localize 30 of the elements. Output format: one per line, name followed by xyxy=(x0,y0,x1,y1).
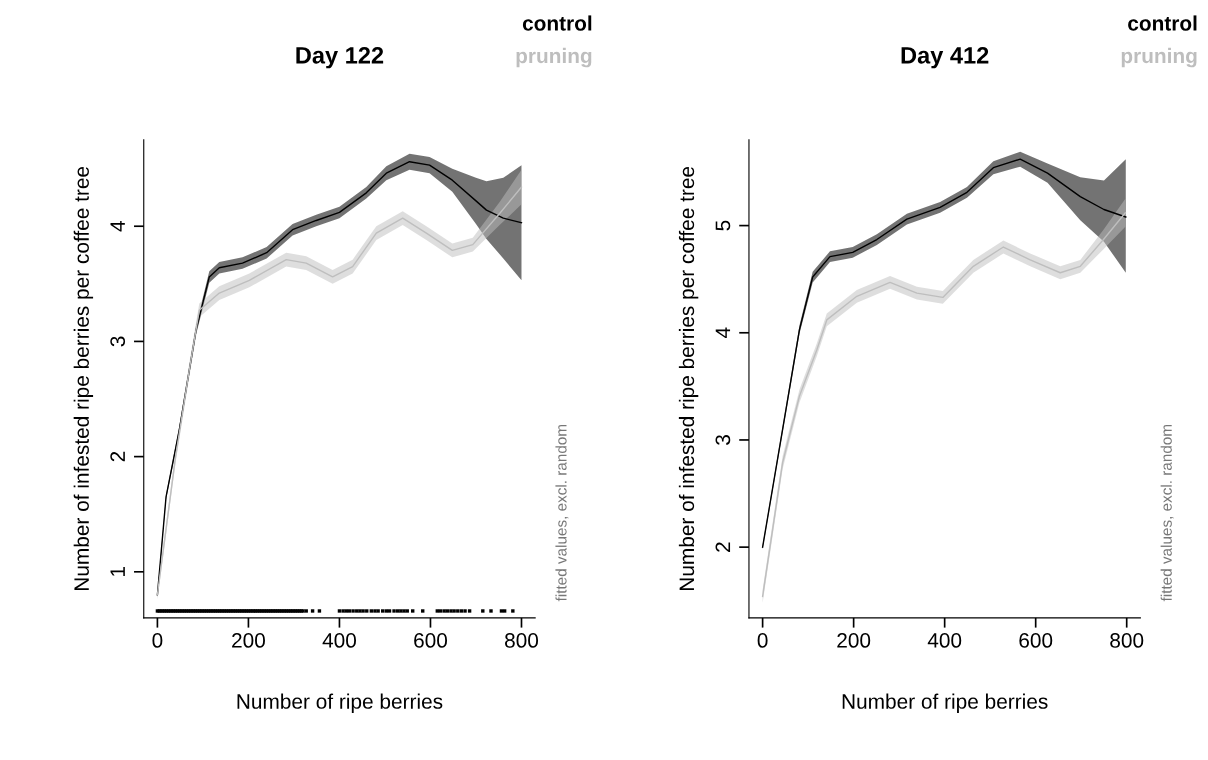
text: fitted values, excl. random xyxy=(1160,424,1174,602)
x-tick-label: 800 xyxy=(505,633,539,648)
x-tick-label: 800 xyxy=(1110,633,1144,648)
y-tick-label: 2 xyxy=(715,542,731,552)
x-tick-label: 200 xyxy=(232,633,265,648)
y-tick-label: 1 xyxy=(110,567,125,577)
text: pruning xyxy=(516,47,592,68)
text: control xyxy=(1128,15,1197,31)
chart-title: Day 412 xyxy=(901,46,989,69)
x-tick-label: 400 xyxy=(927,633,962,648)
text: fitted values, excl. random xyxy=(555,424,569,602)
x-tick-label: 600 xyxy=(414,633,448,648)
y-axis-title: Number of infested ripe berries per coffee tree xyxy=(73,166,94,591)
text: control xyxy=(522,15,592,31)
y-tick-label: 3 xyxy=(715,435,731,445)
y-axis-title: Number of infested ripe berries per coffee tree xyxy=(678,166,699,591)
y-tick-label: 4 xyxy=(715,327,731,339)
x-axis-title: Number of ripe berries xyxy=(842,693,1048,713)
x-tick-label: 200 xyxy=(837,633,871,648)
x-tick-label: 400 xyxy=(322,633,357,648)
y-tick-label: 3 xyxy=(110,336,126,347)
y-tick-label: 4 xyxy=(110,221,125,232)
chart-title: Day 122 xyxy=(296,46,384,69)
x-tick-label: 0 xyxy=(152,633,163,648)
x-axis-title: Number of ripe berries xyxy=(237,693,443,713)
y-tick-label: 5 xyxy=(715,220,731,231)
y-tick-label: 2 xyxy=(110,451,125,462)
x-tick-label: 0 xyxy=(757,633,768,648)
x-tick-label: 600 xyxy=(1019,633,1053,648)
text: pruning xyxy=(1121,47,1197,68)
